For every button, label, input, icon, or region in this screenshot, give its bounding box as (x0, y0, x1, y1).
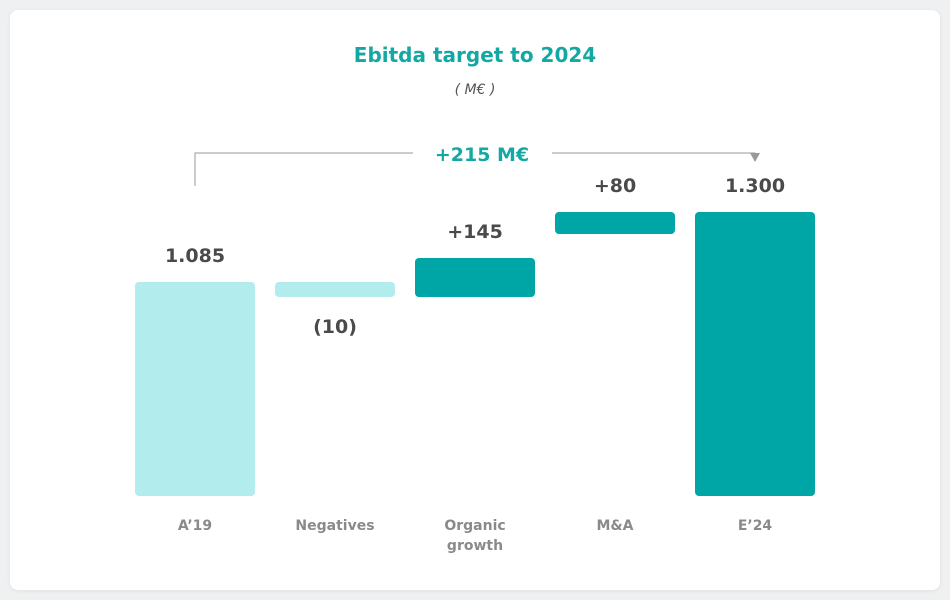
value-label: +145 (447, 221, 503, 243)
total-change-label: +215 M€ (435, 144, 529, 166)
bracket-right (552, 152, 756, 158)
value-label: 1.300 (725, 175, 785, 197)
value-labels-group: 1.085 (10) +145 +80 1.300 (165, 175, 785, 338)
category-label: Organic growth (444, 518, 505, 554)
category-label: Negatives (295, 518, 374, 534)
bar-m-a (555, 212, 675, 234)
category-label: M&A (597, 518, 634, 534)
bars-group (135, 212, 815, 496)
bar-a-19 (135, 282, 255, 496)
bar-organic-growth (415, 258, 535, 297)
category-label: E’24 (738, 518, 773, 534)
chart-unit-subtitle: ( M€ ) (454, 82, 496, 98)
value-label: +80 (594, 175, 636, 197)
arrow-down-icon (750, 153, 760, 162)
chart-title: Ebitda target to 2024 (353, 43, 597, 67)
category-label: A’19 (178, 518, 212, 534)
bar-e-24 (695, 212, 815, 496)
value-label: (10) (313, 316, 357, 338)
bracket-left (194, 152, 413, 186)
value-label: 1.085 (165, 245, 225, 267)
bar-negatives (275, 282, 395, 297)
category-labels-group: A’19 Negatives Organic growth M&A E’24 (178, 518, 773, 554)
total-change-bracket (194, 152, 760, 186)
